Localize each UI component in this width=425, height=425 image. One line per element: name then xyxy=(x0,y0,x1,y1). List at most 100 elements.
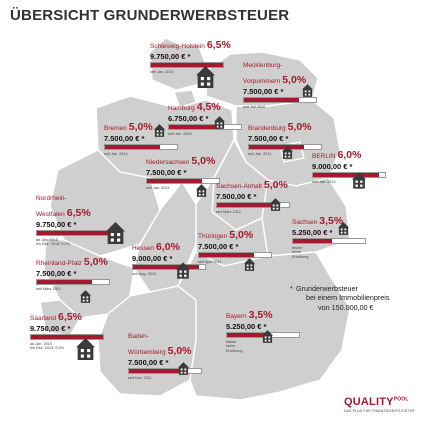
rate-bar-fill xyxy=(227,332,266,337)
state-note: seit März 2012 xyxy=(36,287,110,292)
house-icon xyxy=(262,330,273,343)
state-amount: 9.750,00 € * xyxy=(30,324,71,333)
state-rate: 6,5% xyxy=(206,39,231,51)
state-name: Nordrhein- xyxy=(36,195,67,202)
state-amount: 9.750,00 € * xyxy=(150,52,191,61)
legend: * Grunderwerbsteuer bei einem Immobilien… xyxy=(290,284,390,312)
state-head: BERLIN 6,0% xyxy=(312,146,386,162)
state-head: Sachsen-Anhalt 5,0% xyxy=(216,176,290,192)
state-amount: 9.750,00 € * xyxy=(36,220,77,229)
state-note-line: seit Nov. 2011 xyxy=(128,375,152,380)
house-icon xyxy=(178,362,189,375)
house-icon xyxy=(154,124,165,137)
state-rate: 3,5% xyxy=(248,309,273,321)
state-amount: 7.500,00 € * xyxy=(216,192,257,201)
state-note: ab Jan. 2015 bis Dez. 2014: 5,0% xyxy=(36,238,110,247)
state-head: Thüringen 5,0% xyxy=(198,226,272,242)
rate-bar xyxy=(292,237,366,244)
legend-line: Grunderwerbsteuer xyxy=(296,284,358,293)
state-note-line: ab Jan. 2015 xyxy=(36,237,58,242)
legend-marker: * xyxy=(290,284,293,293)
state-name: Bayern xyxy=(226,313,247,320)
state-rate: 6,5% xyxy=(66,207,91,219)
state-name: Schleswig-Holstein xyxy=(150,43,205,50)
state-note: seit Jan. 2014 xyxy=(146,186,220,191)
state-block: Nordrhein- Westfalen 6,5% 9.750,00 € * ab Ja… xyxy=(36,188,110,247)
brand-logo: QUALITYPOOL DAS PLUS FÜR FINANZDIENSTLEI… xyxy=(344,396,415,413)
house-icon xyxy=(338,222,349,235)
state-block: Hamburg 4,5% 6.750,00 € * seit Jan. 2009 xyxy=(168,98,242,136)
rate-bar-fill xyxy=(37,279,93,284)
state-block: Bremen 5,0% 7.500,00 € * seit Jan. 2014 xyxy=(104,118,178,156)
rate-bar-fill xyxy=(151,62,223,67)
rate-bar xyxy=(312,171,386,178)
state-name: Westfalen xyxy=(36,211,65,218)
state-note: seit Jan. 2014 xyxy=(312,180,386,185)
state-block: Mecklenburg- Vorpommern 5,0% 7.500,00 € * se… xyxy=(243,55,317,109)
rate-bar-fill xyxy=(37,230,109,235)
rate-bar-fill xyxy=(133,264,200,269)
state-name: Sachsen-Anhalt xyxy=(216,183,262,190)
rate-bar xyxy=(132,263,206,270)
rate-bar xyxy=(216,201,290,208)
state-rate: 6,0% xyxy=(156,241,180,253)
state-name: Niedersachsen xyxy=(146,159,190,166)
state-rate: 5,0% xyxy=(128,121,153,133)
state-head: Bayern 3,5% xyxy=(226,306,300,322)
rate-bar-fill xyxy=(313,172,380,177)
state-note-line: seit Jan. 2014 xyxy=(150,69,174,74)
rate-bar-fill xyxy=(31,334,103,339)
rate-bar xyxy=(36,278,110,285)
state-amount: 5.250,00 € * xyxy=(226,322,267,331)
state-note-line: seit Jan. 2014 xyxy=(146,185,170,190)
state-note: ab Jan. 2015 bis Dez. 2014: 5,5% xyxy=(30,342,104,351)
state-note-line: seit Jan. 2009 xyxy=(168,131,192,136)
state-name: Hessen xyxy=(132,245,155,252)
state-name: Rheinland-Pfalz xyxy=(36,260,82,267)
state-note: seit Jan. 2014 xyxy=(150,70,231,75)
state-name: Baden- xyxy=(128,333,149,340)
state-rate: 5,0% xyxy=(263,179,288,191)
logo-brand: QUALITY xyxy=(344,396,394,408)
state-amount: 7.500,00 € * xyxy=(248,134,289,143)
page-title: ÜBERSICHT GRUNDERWERBSTEUER xyxy=(10,7,290,24)
state-amount: 7.500,00 € * xyxy=(146,168,187,177)
state-amount: 9.000,00 € * xyxy=(132,254,173,263)
state-note-line: seit Juli 2012 xyxy=(243,104,266,109)
state-note-line: seit Jan. 2011 xyxy=(248,151,272,156)
state-note-line: keine xyxy=(292,250,302,255)
house-icon xyxy=(80,290,91,303)
state-name: Saarland xyxy=(30,315,57,322)
state-note: seit März 2012 xyxy=(216,210,290,215)
state-note-line: bisher xyxy=(226,339,237,344)
state-name: BERLIN xyxy=(312,153,336,160)
house-icon xyxy=(270,198,281,211)
house-icon xyxy=(282,146,293,159)
rate-bar-fill xyxy=(129,368,185,373)
state-amount: 7.500,00 € * xyxy=(104,134,145,143)
legend-line: von 150.000,00 € xyxy=(318,302,374,312)
state-rate: 3,5% xyxy=(319,215,344,227)
state-note: seit April 2011 xyxy=(198,260,272,265)
house-icon xyxy=(106,222,125,244)
state-note-line: seit Jan. 2014 xyxy=(312,179,336,184)
state-amount: 7.500,00 € * xyxy=(243,87,284,96)
state-note-line: seit Jan. 2014 xyxy=(104,151,128,156)
rate-bar xyxy=(198,251,272,258)
rate-bar-fill xyxy=(199,252,255,257)
state-name: Bremen xyxy=(104,125,127,132)
state-name: Hamburg xyxy=(168,105,195,112)
house-icon xyxy=(176,262,190,279)
rate-bar-fill xyxy=(169,124,219,129)
state-head: Hessen 6,0% xyxy=(132,238,206,254)
state-block: Rheinland-Pfalz 5,0% 7.500,00 € * seit März… xyxy=(36,253,110,291)
rate-bar-fill xyxy=(244,97,300,102)
state-head: Nordrhein- Westfalen 6,5% xyxy=(36,188,110,220)
state-block: Thüringen 5,0% 7.500,00 € * seit April 2011 xyxy=(198,226,272,264)
rate-bar-fill xyxy=(147,178,203,183)
state-amount: 5.250,00 € * xyxy=(292,228,333,237)
state-block: Hessen 6,0% 9.000,00 € * seit Aug. 2014 xyxy=(132,238,206,276)
state-head: Sachsen 3,5% xyxy=(292,212,366,228)
state-rate: 5,0% xyxy=(167,345,192,357)
